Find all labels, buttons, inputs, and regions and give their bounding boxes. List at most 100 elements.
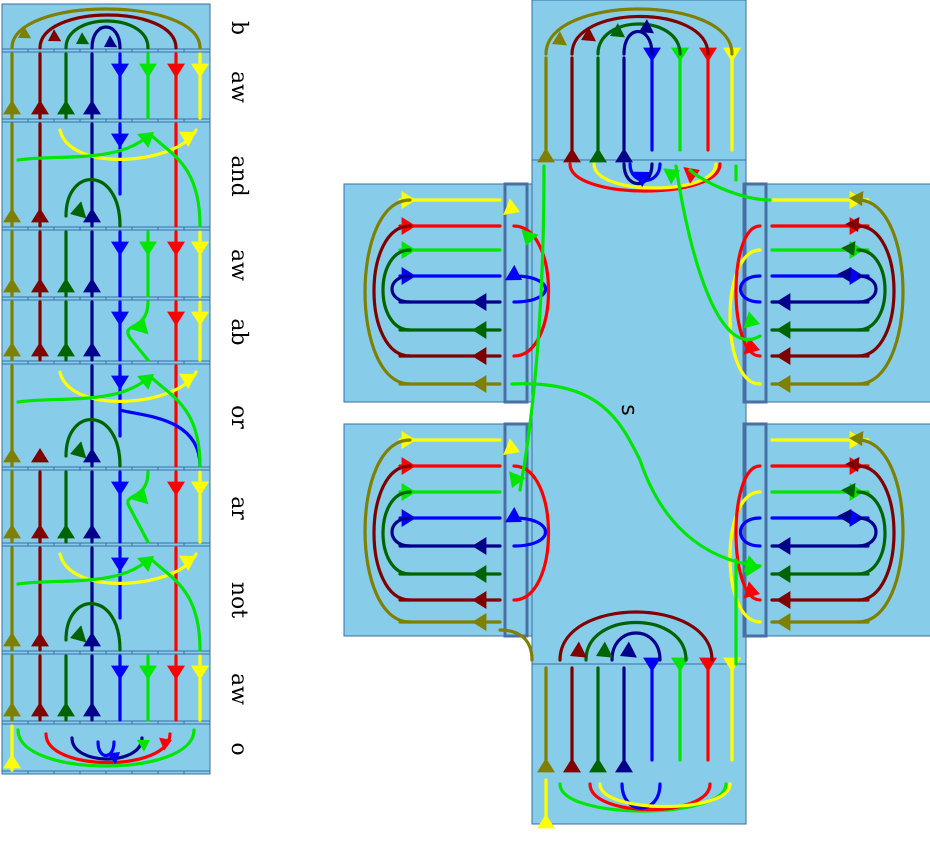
arrowhead (111, 665, 129, 680)
arrowhead (743, 337, 760, 355)
arrowhead (505, 264, 522, 281)
arrowhead (503, 198, 520, 216)
arrowhead (139, 665, 157, 680)
arrowhead (83, 702, 101, 717)
arrowhead (841, 240, 856, 256)
cap-arc (584, 621, 688, 662)
arrowhead (776, 375, 791, 393)
arrowhead (18, 26, 32, 39)
cross-diagram: s (343, 0, 930, 829)
cap-arc (856, 248, 887, 332)
arrowhead (743, 581, 760, 599)
crossing-strand (148, 374, 202, 468)
arrowhead (83, 100, 101, 115)
arrowhead (179, 131, 196, 148)
arrowhead (139, 241, 157, 256)
cap-arc (558, 610, 714, 662)
strip-cell (1, 299, 211, 365)
frame-bar (742, 422, 768, 638)
strip-cell (1, 229, 211, 301)
arrowhead (472, 375, 487, 393)
arrowhead (589, 148, 607, 163)
arrowhead (837, 508, 852, 524)
arrowhead (472, 321, 487, 339)
arrowhead (610, 23, 626, 38)
cap-arc (856, 274, 878, 304)
arrowhead (849, 430, 864, 446)
strip-cell (1, 469, 211, 547)
arrowhead (111, 311, 129, 326)
twist-strand (126, 470, 150, 544)
loop-arc (739, 516, 762, 548)
strip-cell-panel (1, 469, 211, 547)
frame-bar (503, 182, 529, 404)
strip-label: and (226, 155, 251, 196)
cap-arc (390, 516, 412, 548)
cup-arc (16, 728, 196, 768)
crossing-strand (16, 132, 152, 162)
arrowhead (776, 537, 791, 555)
strip-cell (1, 653, 211, 725)
cap-arc (622, 29, 654, 56)
arrowhead (31, 278, 49, 293)
arrowhead (70, 201, 87, 219)
cap-arc (363, 438, 412, 624)
cap-arc (596, 22, 682, 56)
cup-arc (592, 162, 718, 190)
arrowhead (505, 506, 522, 523)
arrowhead (3, 702, 21, 717)
arrowhead (472, 613, 487, 631)
loop-arc (512, 516, 547, 548)
arrowhead (615, 758, 633, 773)
arrowhead (776, 565, 791, 583)
cap-arc (856, 198, 905, 386)
strip-label: o (226, 742, 251, 755)
arrowhead (3, 754, 21, 769)
arrowhead (31, 524, 49, 539)
arrowhead (633, 171, 650, 188)
arrowhead (31, 208, 49, 223)
strip-label: aw (226, 673, 251, 705)
arrowhead (31, 702, 49, 717)
through-strand (510, 382, 762, 568)
arrowhead (620, 641, 637, 658)
top-arm-panel (531, 0, 747, 161)
arrowhead (179, 373, 196, 390)
arrowhead (104, 35, 118, 48)
cup-arc (622, 162, 654, 185)
cap-arc (544, 7, 734, 56)
arrowhead (136, 739, 150, 752)
through-strand (674, 164, 762, 342)
arrowhead (745, 559, 760, 577)
arrowhead (167, 481, 185, 496)
frame-bar (503, 422, 529, 638)
arrowhead (508, 471, 526, 488)
arrowhead (83, 632, 101, 647)
arrowhead (776, 613, 791, 631)
arrowhead (472, 537, 487, 555)
arrowhead (776, 321, 791, 339)
arrowhead (776, 347, 791, 365)
arrowhead (3, 342, 21, 357)
arrowhead (3, 278, 21, 293)
cap-arc (363, 198, 412, 386)
arrowhead (845, 216, 860, 232)
arrowhead (139, 63, 157, 78)
crossing-strand (16, 556, 152, 586)
arrowhead (581, 27, 597, 42)
arrowhead (131, 318, 149, 335)
loop-arc (739, 274, 762, 304)
cap-arc (856, 224, 896, 358)
strip-labels: b aw and aw ab or ar not aw o (226, 21, 251, 756)
cap-arc (64, 19, 150, 50)
arrowhead (31, 448, 49, 463)
strip-cell (1, 121, 211, 231)
arrowhead (472, 347, 487, 365)
arrowhead (83, 524, 101, 539)
arrowhead (472, 565, 487, 583)
arc-strand (64, 418, 122, 468)
arrowhead (671, 657, 689, 672)
strip-cell (1, 723, 211, 775)
loop-arc (512, 224, 550, 358)
arrowhead (111, 241, 129, 256)
